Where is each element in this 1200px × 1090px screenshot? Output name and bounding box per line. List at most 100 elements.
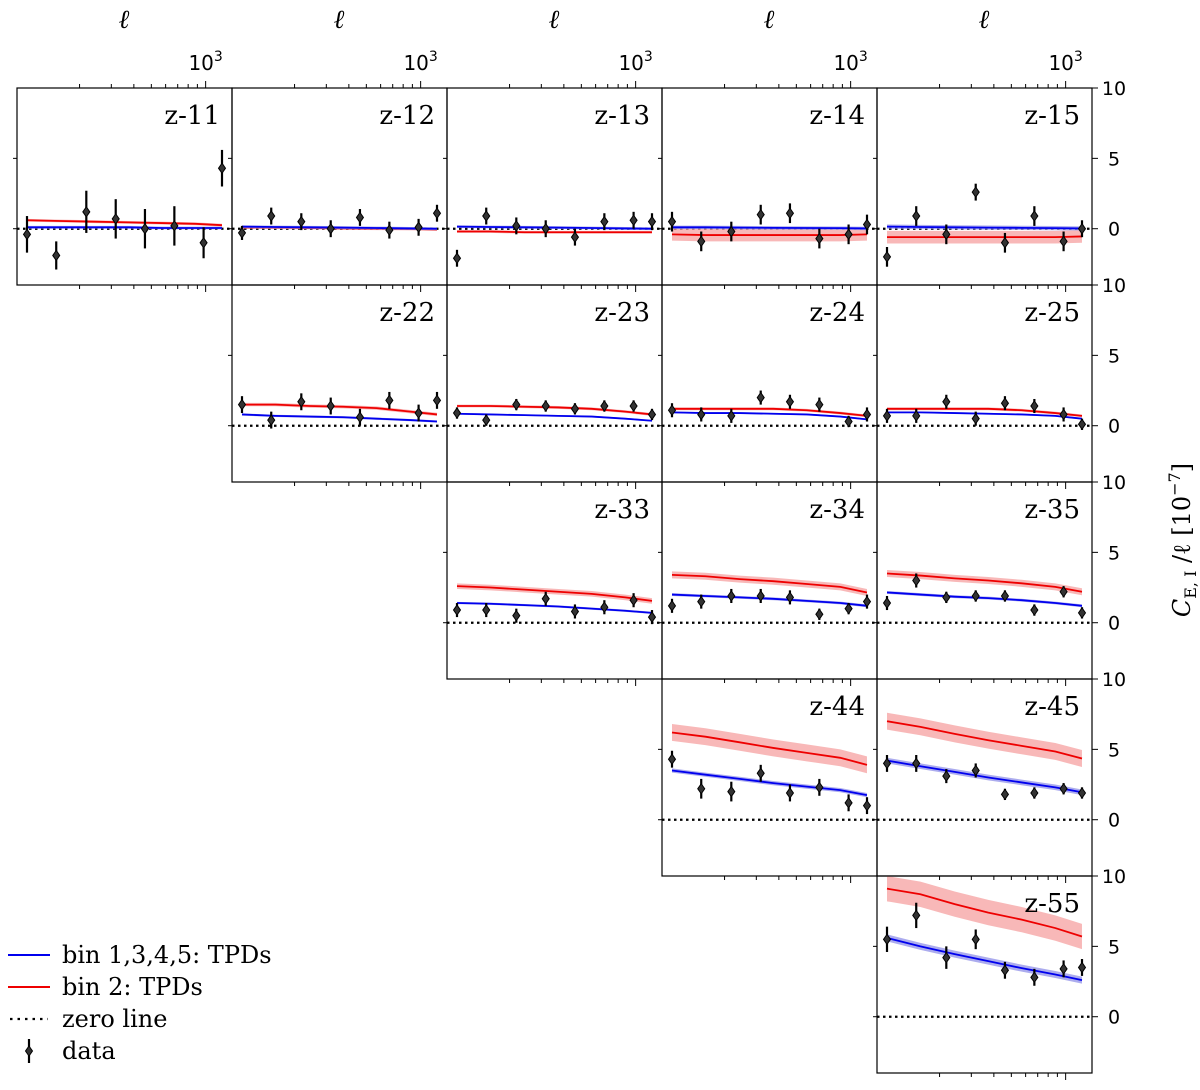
legend-marker xyxy=(24,1045,34,1057)
data-point xyxy=(267,411,276,429)
data-marker xyxy=(912,210,921,222)
data-point xyxy=(697,407,706,422)
data-point xyxy=(971,763,980,778)
bin2-tpd-line xyxy=(671,233,867,236)
data-point xyxy=(629,211,638,229)
bin1345-tpd-line xyxy=(672,226,867,230)
data-marker xyxy=(667,215,677,228)
bin1345-tpd-line xyxy=(886,591,1083,607)
data-marker xyxy=(971,186,980,199)
tick-exponent: 3 xyxy=(644,49,653,65)
data-point xyxy=(912,754,921,772)
data-point xyxy=(1059,782,1068,795)
panel-z-23: z-23 xyxy=(443,284,663,489)
data-marker xyxy=(600,400,609,412)
panel-z-55: z-55 xyxy=(873,875,1093,1080)
legend-label: zero line xyxy=(62,1005,167,1033)
right-tick-label: 0 xyxy=(1108,416,1120,438)
panel-label: z-33 xyxy=(594,495,650,525)
tick-mantissa: 10 xyxy=(188,51,213,75)
data-marker xyxy=(297,215,306,228)
tick-mantissa: 10 xyxy=(403,51,428,75)
data-marker xyxy=(414,407,423,419)
data-marker xyxy=(1030,210,1039,222)
data-point xyxy=(482,207,491,225)
data-point xyxy=(971,590,980,602)
panel-z-13: z-13 xyxy=(443,81,663,292)
panel-label: z-23 xyxy=(594,298,650,328)
data-marker xyxy=(756,767,765,780)
panel-frame xyxy=(876,875,1093,1074)
data-marker xyxy=(355,211,365,224)
data-marker xyxy=(570,402,580,415)
data-marker xyxy=(882,409,892,422)
data-point xyxy=(570,402,580,415)
bin1345-tpd-line xyxy=(241,225,437,230)
bin1345-tpd-line xyxy=(27,226,222,229)
data-marker xyxy=(697,235,706,248)
data-point xyxy=(1030,787,1039,799)
panel-plot-area xyxy=(447,207,662,267)
data-point xyxy=(971,183,980,201)
data-marker xyxy=(647,611,657,623)
panel-z-34: z-34 xyxy=(658,481,878,686)
data-point xyxy=(541,591,550,606)
data-marker xyxy=(111,212,120,225)
data-point xyxy=(862,407,872,422)
data-marker xyxy=(432,207,442,220)
tick-mantissa: 10 xyxy=(1048,51,1073,75)
panel-label: z-45 xyxy=(1024,692,1080,722)
data-point xyxy=(452,603,462,618)
legend-item: bin 2: TPDs xyxy=(8,973,203,1001)
data-point xyxy=(647,213,657,231)
panel-plot-area xyxy=(232,204,447,240)
data-point xyxy=(1000,590,1010,602)
panel-z-33: z-33 xyxy=(443,481,663,686)
data-marker xyxy=(862,595,872,608)
data-point xyxy=(385,391,394,409)
bin1345-tpd-line xyxy=(456,412,653,422)
panel-label: z-11 xyxy=(164,101,220,131)
right-tick-label: 0 xyxy=(1108,1007,1120,1029)
data-marker xyxy=(1000,590,1010,602)
data-marker xyxy=(199,236,208,249)
data-marker xyxy=(882,933,892,946)
data-marker xyxy=(942,395,951,408)
data-marker xyxy=(385,224,394,236)
data-marker xyxy=(385,394,394,407)
data-marker xyxy=(844,228,853,241)
panel-label: z-34 xyxy=(809,495,865,525)
bin2-tpd-line xyxy=(886,572,1083,593)
bin1345-tpd-line xyxy=(671,593,868,607)
data-marker xyxy=(882,250,892,263)
data-marker xyxy=(844,415,853,428)
data-point xyxy=(942,769,951,784)
bin1345-tpd-line xyxy=(456,602,653,614)
data-point xyxy=(385,221,394,239)
top-axis-label: ℓ xyxy=(334,5,345,35)
data-point xyxy=(862,797,872,815)
data-marker xyxy=(326,222,335,235)
data-marker xyxy=(482,604,491,616)
data-point xyxy=(785,590,795,605)
panel-z-22: z-22 xyxy=(228,284,448,489)
bin2-tpd-line xyxy=(887,235,1082,239)
right-tick-label: 0 xyxy=(1108,613,1120,635)
data-marker xyxy=(971,933,980,946)
right-tick-label: 0 xyxy=(1108,219,1120,241)
panel-z-44: z-44 xyxy=(658,678,878,883)
data-marker xyxy=(942,770,951,782)
bin1345-tpd-line xyxy=(671,411,868,421)
panel-plot-area xyxy=(877,183,1092,267)
right-tick-label: 5 xyxy=(1108,542,1120,564)
legend-item: bin 1,3,4,5: TPDs xyxy=(8,941,272,969)
bin2-tpd-line xyxy=(672,407,868,417)
data-point xyxy=(882,595,892,611)
y-label-rest: /ℓ [10 xyxy=(1168,496,1196,571)
data-point xyxy=(1059,585,1068,598)
data-point xyxy=(512,217,521,235)
data-point xyxy=(815,228,824,249)
data-point xyxy=(111,199,120,239)
data-marker xyxy=(756,590,765,602)
